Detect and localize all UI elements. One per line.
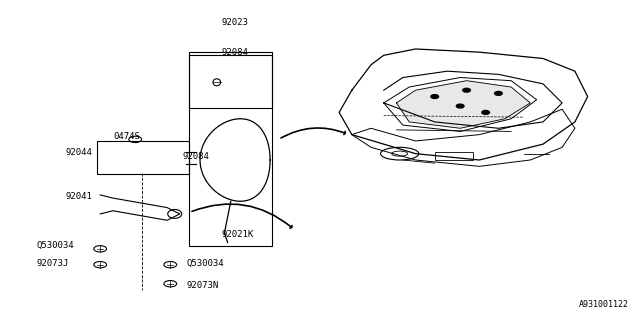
Text: 92084: 92084	[221, 48, 248, 57]
Circle shape	[482, 110, 490, 114]
Circle shape	[463, 88, 470, 92]
Text: 92021K: 92021K	[221, 230, 253, 239]
Text: 92073J: 92073J	[36, 259, 68, 268]
Bar	[189, 55, 272, 246]
Polygon shape	[396, 81, 531, 128]
Text: 92023: 92023	[221, 18, 248, 27]
Text: 92084: 92084	[183, 152, 210, 161]
Circle shape	[456, 104, 464, 108]
Bar	[189, 52, 272, 108]
Circle shape	[431, 95, 438, 99]
Circle shape	[495, 92, 502, 95]
Text: Q530034: Q530034	[186, 259, 224, 268]
Text: 92041: 92041	[65, 192, 92, 201]
Text: Q530034: Q530034	[36, 241, 74, 250]
Text: 92044: 92044	[65, 148, 92, 156]
Text: 92073N: 92073N	[186, 281, 218, 290]
Bar	[435, 152, 473, 160]
Text: A931001122: A931001122	[579, 300, 629, 309]
Text: 0474S: 0474S	[113, 132, 140, 141]
